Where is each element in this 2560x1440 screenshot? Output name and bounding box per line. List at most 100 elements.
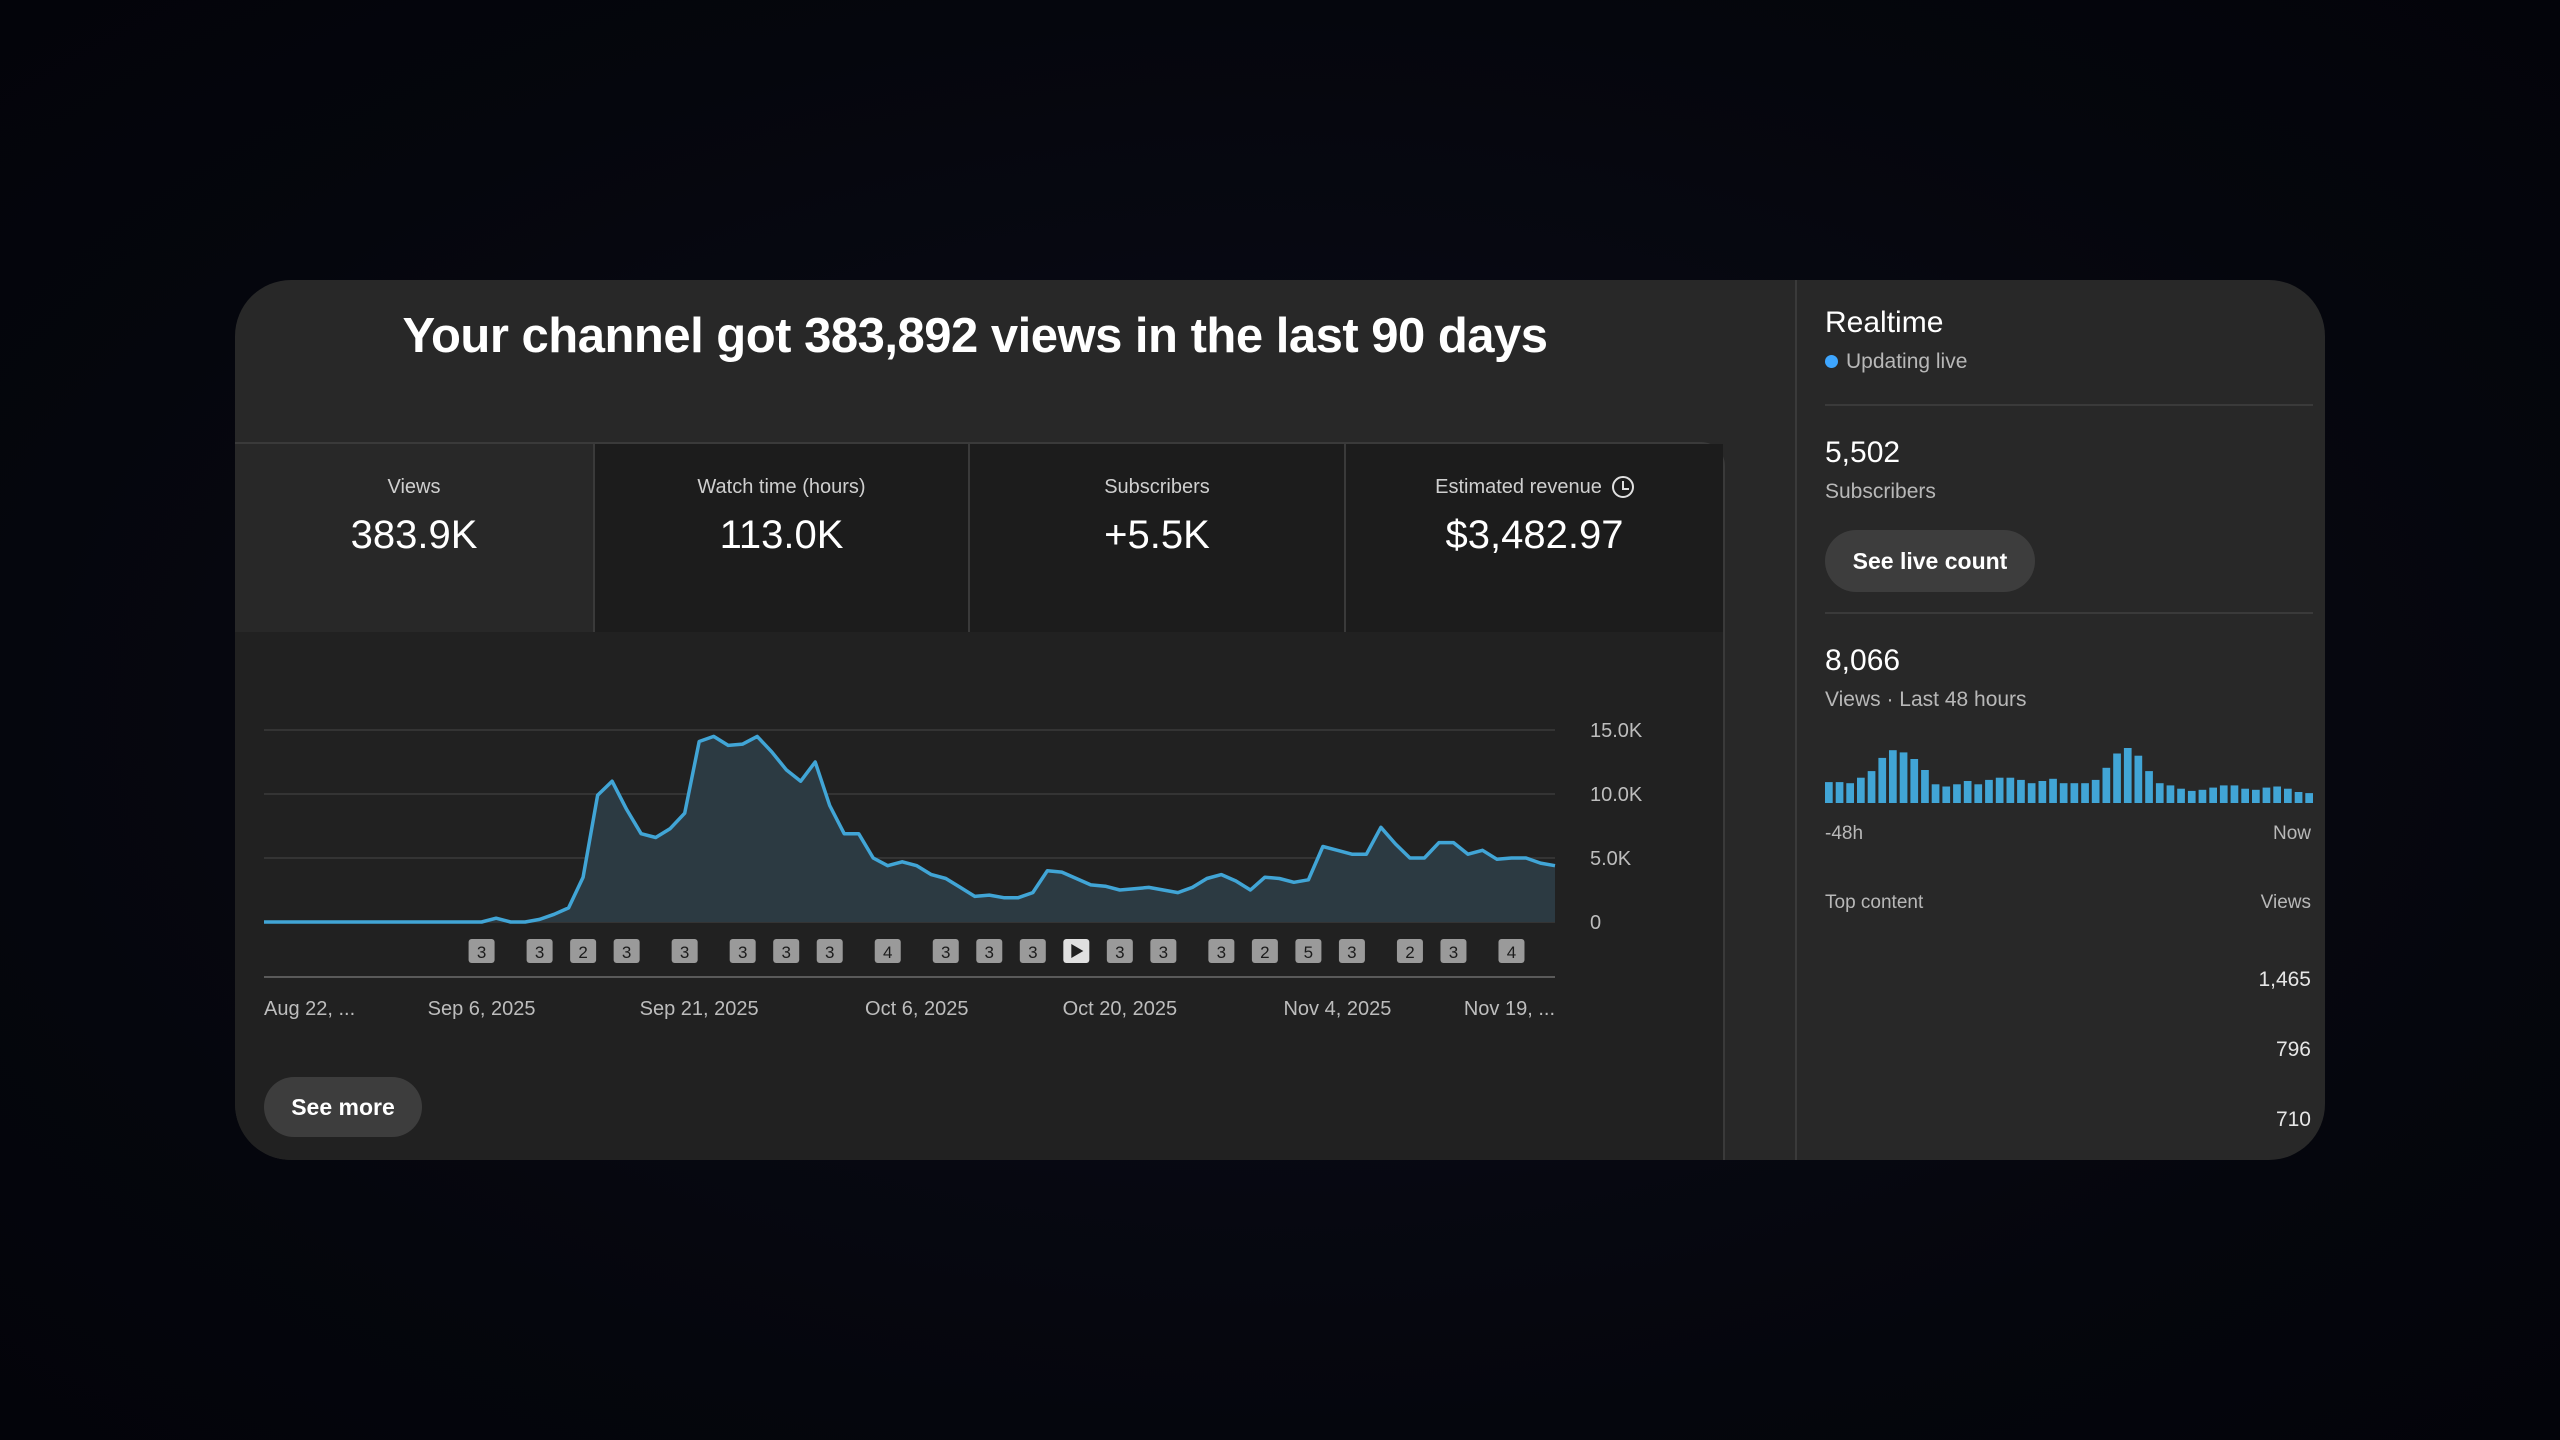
- content-marker[interactable]: 3: [1440, 939, 1467, 963]
- hourly-views-bar: [1985, 779, 1993, 803]
- hourly-views-bar: [1899, 752, 1908, 803]
- content-marker[interactable]: 3: [729, 939, 756, 963]
- hourly-views-bar: [2113, 753, 2121, 803]
- svg-text:3: 3: [1028, 943, 1037, 962]
- views-line: [264, 734, 1556, 924]
- hourly-views-bar: [1857, 777, 1865, 803]
- svg-text:3: 3: [941, 943, 950, 962]
- content-marker[interactable]: 3: [816, 939, 843, 963]
- y-tick-label: 5.0K: [1590, 848, 1632, 870]
- content-marker[interactable]: 3: [932, 939, 959, 963]
- content-marker[interactable]: 2: [570, 939, 597, 963]
- content-marker[interactable]: 3: [1019, 939, 1046, 963]
- hourly-views-bar: [2027, 783, 2036, 803]
- content-marker[interactable]: 3: [526, 939, 553, 963]
- subscriber-count: 5,502: [1825, 436, 1901, 469]
- content-marker[interactable]: 2: [1396, 939, 1423, 963]
- metric-label: Watch time (hours): [697, 476, 866, 498]
- hourly-views-bar: [1878, 757, 1887, 803]
- hourly-views-bar: [2166, 785, 2175, 803]
- svg-text:3: 3: [535, 943, 544, 962]
- metric-value: $3,482.97: [1445, 513, 1624, 557]
- hourly-views-bar: [2134, 755, 2143, 803]
- content-marker[interactable]: 4: [1498, 939, 1525, 963]
- realtime-section: Realtime Updating live 5,502 Subscribers…: [1795, 280, 2325, 1160]
- hourly-views-chart[interactable]: [1825, 745, 2317, 805]
- tab-views[interactable]: Views 383.9K: [235, 444, 595, 632]
- content-marker[interactable]: 4: [874, 939, 901, 963]
- content-marker[interactable]: 2: [1251, 939, 1278, 963]
- top-content-views[interactable]: 1,465: [2258, 968, 2311, 991]
- realtime-views-label: Views · Last 48 hours: [1825, 688, 2027, 711]
- hourly-views-bar: [1974, 784, 1983, 803]
- realtime-title: Realtime: [1825, 306, 1944, 339]
- views-chart[interactable]: 0 5.0K 10.0K 15.0K 3 3 2 3 3 3 3 3 4 3 3 3 3 3 3 2 5 3 2 3 4 Aug …: [235, 632, 1723, 1052]
- see-live-count-button[interactable]: See live count: [1825, 530, 2035, 592]
- content-marker[interactable]: 3: [1106, 939, 1133, 963]
- svg-text:3: 3: [738, 943, 747, 962]
- analytics-card: Your channel got 383,892 views in the la…: [235, 280, 2325, 1160]
- x-tick-label: Sep 6, 2025: [428, 998, 536, 1020]
- hourly-views-bar: [2284, 788, 2292, 803]
- hourly-views-bar: [1835, 782, 1844, 803]
- metric-label: Views: [387, 476, 441, 498]
- y-tick-label: 0: [1590, 912, 1601, 934]
- realtime-views-count: 8,066: [1825, 644, 1901, 677]
- content-marker[interactable]: 3: [1338, 939, 1365, 963]
- svg-text:3: 3: [1347, 943, 1356, 962]
- content-marker[interactable]: 3: [1150, 939, 1177, 963]
- hourly-views-bar: [2219, 785, 2228, 803]
- divider: [1825, 612, 2313, 614]
- top-content-views[interactable]: 710: [2275, 1108, 2311, 1131]
- content-marker[interactable]: 3: [613, 939, 640, 963]
- x-tick-label: Oct 20, 2025: [1063, 998, 1178, 1020]
- hourly-views-bar: [1846, 783, 1854, 803]
- hourly-views-bar: [1825, 782, 1833, 803]
- content-marker[interactable]: 3: [773, 939, 800, 963]
- divider: [1825, 404, 2313, 406]
- hourly-views-bar: [2145, 771, 2153, 803]
- y-tick-label: 10.0K: [1590, 784, 1643, 806]
- y-tick-label: 15.0K: [1590, 720, 1643, 742]
- hourly-views-bar: [2049, 778, 2057, 803]
- content-marker[interactable]: 3: [468, 939, 495, 963]
- overview-section: Your channel got 383,892 views in the la…: [235, 280, 1795, 1160]
- hourly-views-bar: [1942, 786, 1951, 803]
- hourly-views-bar: [1867, 771, 1876, 803]
- clock-icon[interactable]: [1611, 476, 1634, 498]
- hourly-views-bar: [2230, 785, 2239, 803]
- svg-text:3: 3: [781, 943, 790, 962]
- hourly-views-bar: [2006, 777, 2015, 803]
- hourly-views-bar: [2102, 767, 2111, 803]
- svg-text:3: 3: [622, 943, 631, 962]
- svg-text:2: 2: [1405, 943, 1414, 962]
- metric-value: 113.0K: [719, 513, 844, 557]
- metric-value: +5.5K: [1104, 513, 1210, 557]
- views-area: [264, 736, 1555, 922]
- svg-text:2: 2: [1260, 943, 1269, 962]
- page-title: Your channel got 383,892 views in the la…: [402, 309, 1548, 363]
- svg-text:5: 5: [1304, 943, 1313, 962]
- content-marker[interactable]: 5: [1295, 939, 1322, 963]
- hourly-views-bar: [2198, 789, 2207, 803]
- tab-estimated-revenue[interactable]: Estimated revenue $3,482.97: [1346, 444, 1723, 632]
- tab-subscribers[interactable]: Subscribers +5.5K: [970, 444, 1346, 632]
- hourly-views-bar: [1889, 750, 1897, 803]
- see-more-button[interactable]: See more: [264, 1077, 422, 1137]
- top-content-views[interactable]: 796: [2275, 1038, 2311, 1061]
- x-tick-label: Aug 22, ...: [264, 998, 355, 1020]
- svg-text:2: 2: [578, 943, 587, 962]
- svg-text:3: 3: [1217, 943, 1226, 962]
- hourly-views-bar: [1963, 781, 1972, 803]
- hourly-views-bar: [2305, 793, 2313, 803]
- marker-play-icon[interactable]: [1063, 939, 1090, 963]
- content-marker[interactable]: 3: [671, 939, 698, 963]
- hourly-views-bar: [2123, 748, 2132, 803]
- content-marker[interactable]: 3: [1208, 939, 1235, 963]
- tab-watch-time[interactable]: Watch time (hours) 113.0K: [595, 444, 970, 632]
- hourly-views-bar: [2262, 787, 2271, 803]
- hourly-views-bar: [2017, 779, 2025, 803]
- hourly-views-bar: [1931, 784, 1940, 803]
- content-marker[interactable]: 3: [976, 939, 1003, 963]
- svg-text:3: 3: [477, 943, 486, 962]
